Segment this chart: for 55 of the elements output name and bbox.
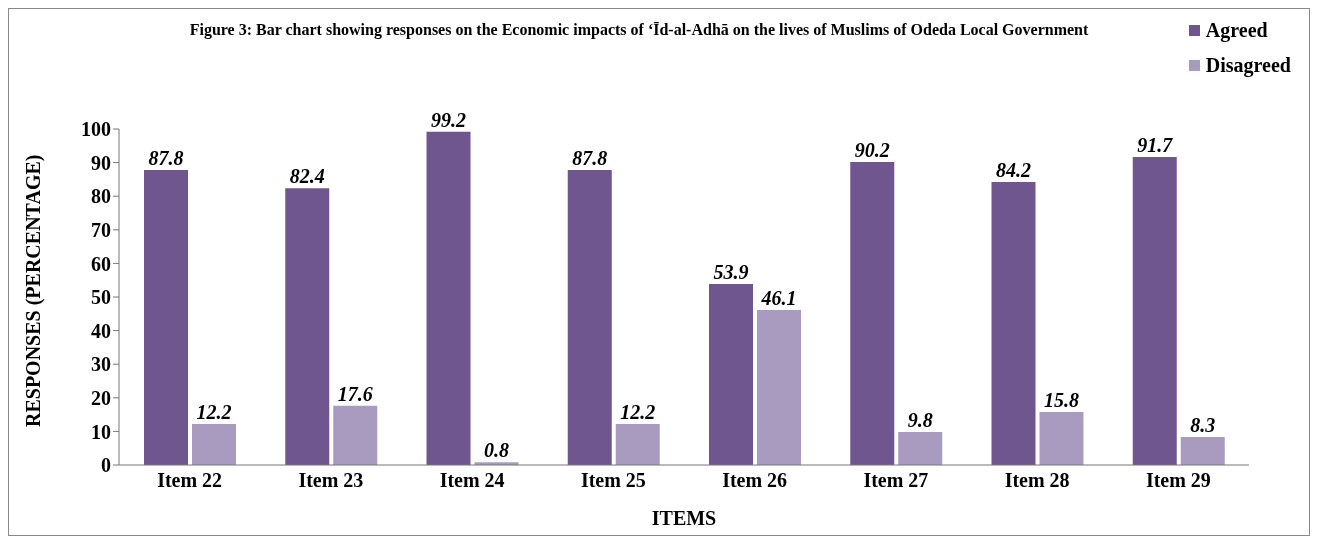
data-label: 8.3 [1190,414,1216,437]
x-tick-label: Item 24 [439,469,505,492]
y-tick-label: 70 [91,218,111,241]
data-label: 15.8 [1044,388,1079,411]
y-tick-label: 90 [91,151,111,174]
y-tick-label: 60 [91,252,111,275]
bar [333,405,378,465]
bar [1039,411,1084,465]
x-tick-label: Item 29 [1145,469,1211,492]
y-tick-label: 30 [91,353,111,376]
bar [1132,156,1177,465]
data-label: 17.6 [337,382,373,405]
data-label: 12.2 [196,401,232,424]
data-label: 91.7 [1137,133,1174,156]
data-label: 82.4 [289,165,325,188]
bar [709,283,753,465]
data-label: 84.2 [996,159,1031,182]
data-label: 90.2 [854,138,890,161]
bar [898,432,943,465]
x-tick-label: Item 28 [1004,469,1070,492]
data-label: 87.8 [572,146,608,169]
chart-title: Figure 3: Bar chart showing responses on the Economic impacts of ‘Īd-al-Adhā on the lives of Muslims of Odeda Local Government [189,20,1089,40]
x-tick-label: Item 22 [157,469,223,492]
bar [567,169,612,465]
bar [757,310,801,465]
bar [144,169,188,465]
x-axis-title: ITEMS [651,507,717,529]
legend-label: Disagreed [1205,54,1291,77]
data-label: 87.8 [148,146,184,169]
y-tick-label: 80 [91,185,111,208]
legend-label: Agreed [1205,19,1268,42]
x-tick-label: Item 23 [298,469,364,492]
data-label: 46.1 [760,287,797,310]
y-axis-title: RESPONSES (PERCENTAGE) [22,154,46,427]
y-tick-label: 0 [101,454,111,477]
bar [192,424,236,465]
y-tick-label: 40 [91,319,111,342]
y-tick-label: 20 [91,386,111,409]
data-label: 53.9 [713,260,749,283]
bar [615,424,660,465]
data-label: 12.2 [620,401,656,424]
y-tick-label: 10 [91,420,111,443]
data-label: 99.2 [431,108,466,131]
bar [991,182,1036,465]
bar [1180,437,1225,465]
x-tick-label: Item 25 [580,469,646,492]
x-tick-label: Item 26 [722,469,788,492]
x-tick-label: Item 27 [863,469,929,492]
data-label: 0.8 [484,439,509,462]
y-tick-label: 100 [81,118,111,141]
bar [285,188,330,465]
bar [850,161,895,465]
bar [426,131,471,465]
data-label: 9.8 [907,409,933,432]
y-tick-label: 50 [91,286,111,309]
